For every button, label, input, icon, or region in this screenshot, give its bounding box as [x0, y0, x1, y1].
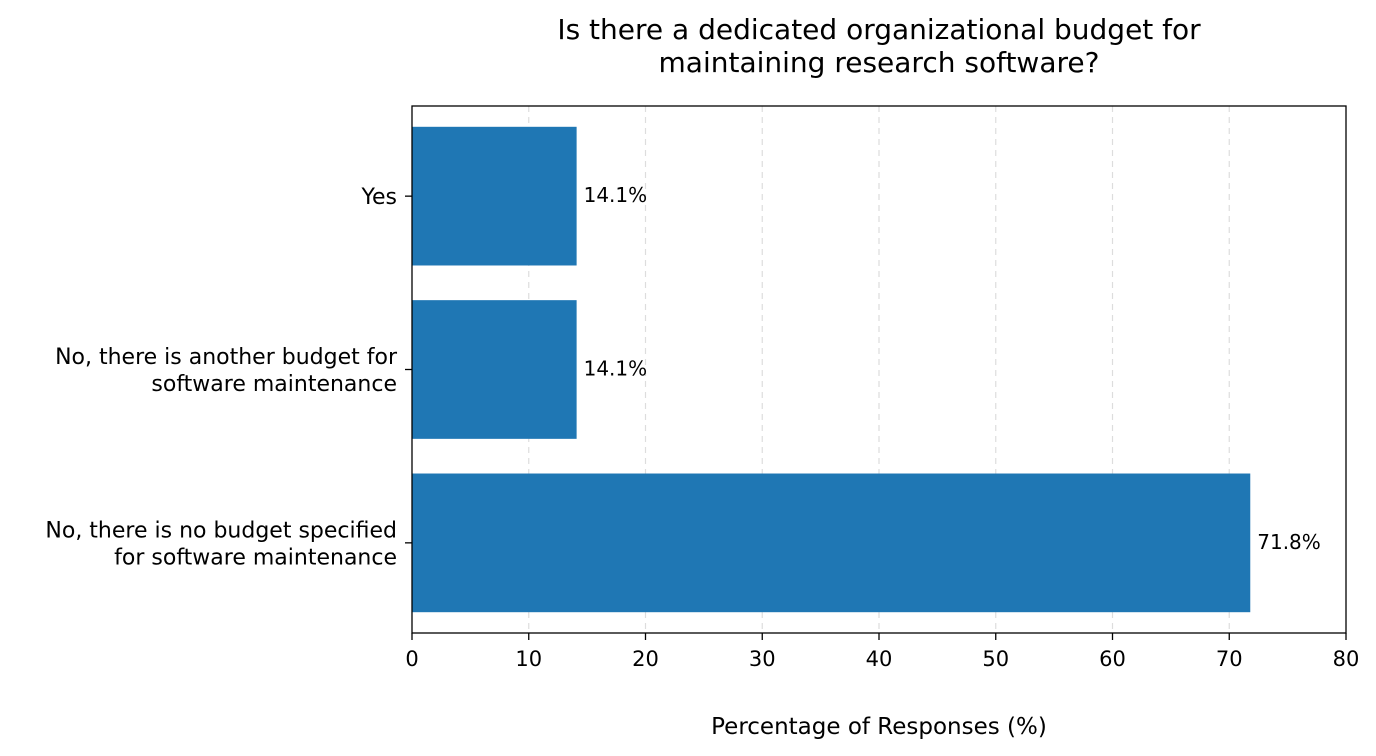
- y-category-label: software maintenance: [151, 372, 397, 397]
- x-tick-label: 80: [1333, 647, 1360, 671]
- x-axis-ticks: 0 10 20 30 40 50 60 70 80: [405, 633, 1359, 671]
- chart-title-line-1: Is there a dedicated organizational budg…: [557, 13, 1201, 46]
- y-category-label: No, there is another budget for: [55, 345, 398, 370]
- x-tick-label: 50: [982, 647, 1009, 671]
- bar: [412, 300, 577, 439]
- x-tick-label: 10: [515, 647, 542, 671]
- x-tick-label: 60: [1099, 647, 1126, 671]
- bars: [412, 126, 1251, 613]
- bar-value-label: 14.1%: [584, 357, 648, 381]
- y-category-label: for software maintenance: [114, 545, 397, 570]
- y-category-label: No, there is no budget specified: [45, 518, 397, 543]
- x-tick-label: 40: [866, 647, 893, 671]
- chart-title-line-2: maintaining research software?: [659, 46, 1100, 79]
- x-tick-label: 70: [1216, 647, 1243, 671]
- bar-value-label: 14.1%: [584, 183, 648, 207]
- x-tick-label: 20: [632, 647, 659, 671]
- x-tick-label: 0: [405, 647, 418, 671]
- chart-title: Is there a dedicated organizational budg…: [557, 13, 1201, 79]
- bar: [412, 473, 1251, 613]
- x-tick-label: 30: [749, 647, 776, 671]
- value-labels: 14.1% 14.1% 71.8%: [584, 183, 1321, 554]
- x-axis-label: Percentage of Responses (%): [711, 714, 1047, 740]
- bar-value-label: 71.8%: [1257, 530, 1321, 554]
- y-axis-categories: Yes No, there is another budget forsoftwa…: [45, 185, 412, 570]
- bar: [412, 126, 577, 266]
- y-category-label: Yes: [360, 185, 397, 210]
